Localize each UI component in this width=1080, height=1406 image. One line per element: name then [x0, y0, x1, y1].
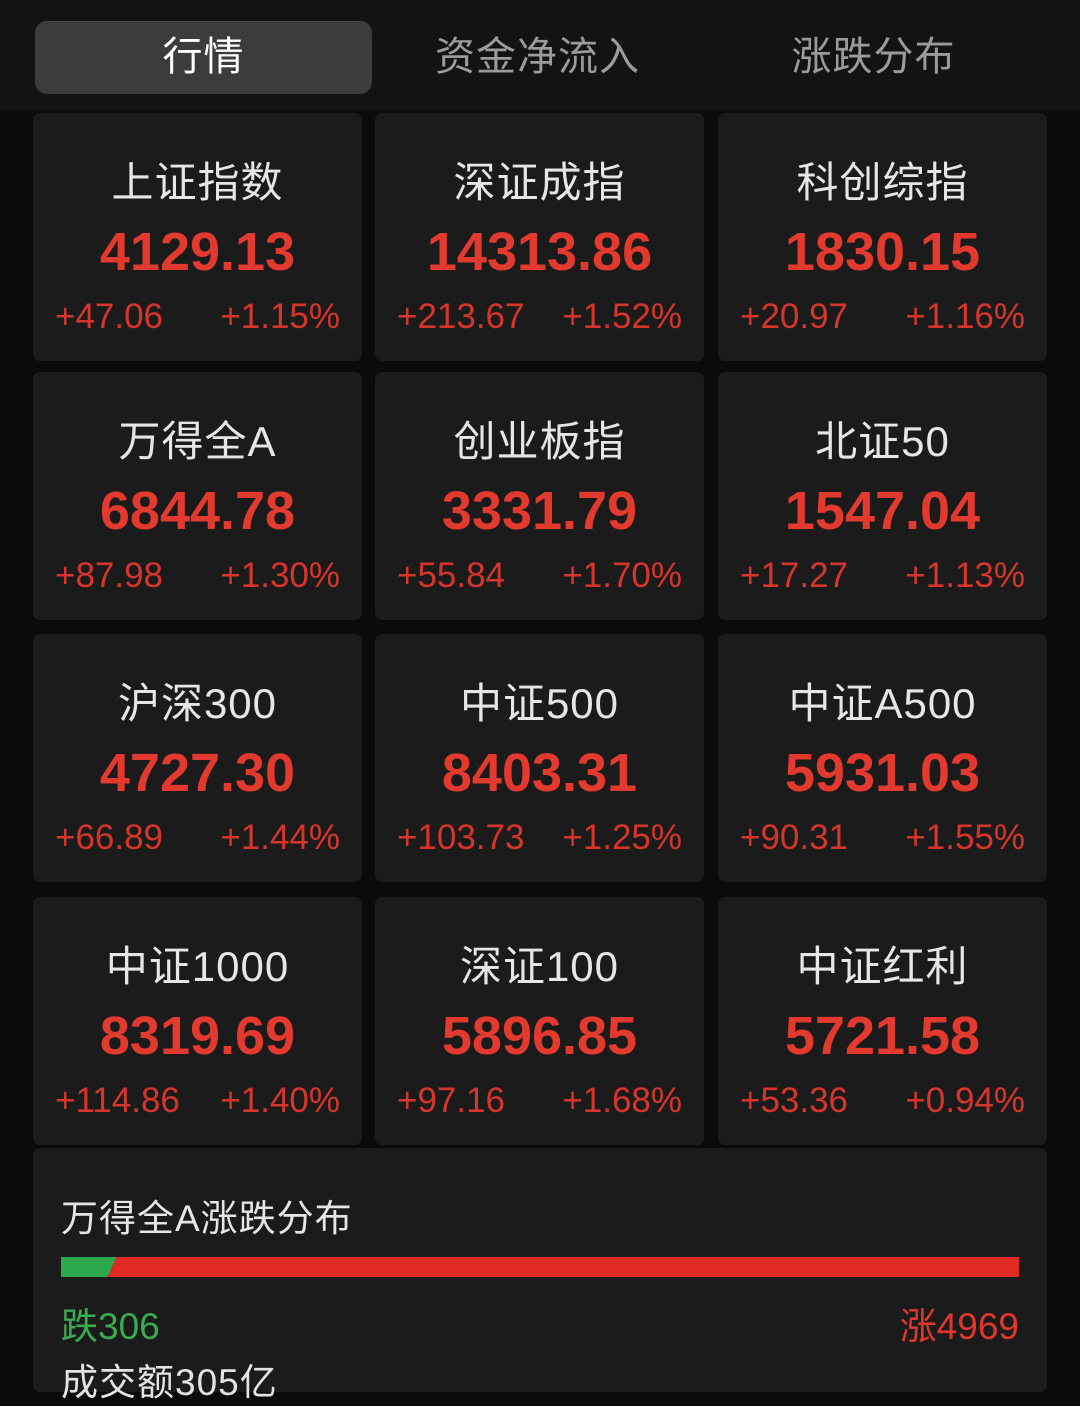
index-footer: +20.97 +1.16%: [740, 297, 1025, 337]
index-footer: +90.31 +1.55%: [740, 818, 1025, 858]
index-footer: +87.98 +1.30%: [55, 556, 340, 596]
index-percent: +1.68%: [562, 1081, 682, 1120]
index-change: +20.97: [740, 297, 849, 336]
index-card[interactable]: 科创综指 1830.15 +20.97 +1.16%: [718, 113, 1047, 361]
index-percent: +0.94%: [905, 1081, 1025, 1120]
index-change: +17.27: [740, 556, 849, 595]
index-footer: +114.86 +1.40%: [55, 1081, 340, 1121]
index-card[interactable]: 中证1000 8319.69 +114.86 +1.40%: [33, 897, 362, 1145]
index-change: +53.36: [740, 1081, 849, 1120]
index-footer: +103.73 +1.25%: [397, 818, 682, 858]
tab-gain-loss-distribution[interactable]: 涨跌分布: [726, 21, 1021, 94]
index-footer: +97.16 +1.68%: [397, 1081, 682, 1121]
index-footer: +53.36 +0.94%: [740, 1081, 1025, 1121]
index-name: 中证1000: [105, 943, 290, 990]
index-card[interactable]: 中证红利 5721.58 +53.36 +0.94%: [718, 897, 1047, 1145]
gain-loss-distribution-panel: 万得全A涨跌分布 跌306 涨4969 成交额305亿: [33, 1148, 1047, 1403]
index-name: 上证指数: [111, 159, 284, 206]
index-name: 深证100: [459, 943, 620, 990]
index-change: +103.73: [397, 818, 525, 857]
index-card[interactable]: 深证成指 14313.86 +213.67 +1.52%: [375, 113, 704, 361]
index-name: 万得全A: [118, 418, 277, 465]
index-value: 5931.03: [784, 743, 981, 803]
index-percent: +1.70%: [562, 556, 682, 595]
index-card[interactable]: 沪深300 4727.30 +66.89 +1.44%: [33, 634, 362, 882]
index-name: 中证500: [459, 680, 620, 727]
index-value: 14313.86: [426, 222, 653, 282]
index-name: 科创综指: [796, 159, 969, 206]
tab-market-quotes[interactable]: 行情: [35, 21, 372, 94]
distribution-bar-down-segment: [61, 1257, 117, 1277]
tab-label: 行情: [162, 35, 245, 79]
index-percent: +1.40%: [220, 1081, 340, 1120]
distribution-legend: 跌306 涨4969: [61, 1296, 1019, 1350]
turnover-amount: 成交额305亿: [61, 1362, 278, 1403]
index-footer: +17.27 +1.13%: [740, 556, 1025, 596]
index-percent: +1.25%: [562, 818, 682, 857]
index-percent: +1.44%: [220, 818, 340, 857]
index-change: +47.06: [55, 297, 164, 336]
distribution-title: 万得全A涨跌分布: [61, 1198, 353, 1239]
index-percent: +1.13%: [905, 556, 1025, 595]
index-name: 创业板指: [453, 418, 626, 465]
index-footer: +55.84 +1.70%: [397, 556, 682, 596]
tab-label: 资金净流入: [435, 35, 640, 79]
index-value: 1547.04: [784, 481, 981, 541]
index-name: 北证50: [815, 418, 950, 465]
index-change: +114.86: [55, 1081, 180, 1120]
index-value: 5721.58: [784, 1006, 981, 1066]
distribution-up-label: 涨4969: [899, 1306, 1019, 1347]
index-value: 6844.78: [99, 481, 296, 541]
index-percent: +1.16%: [905, 297, 1025, 336]
index-name: 沪深300: [117, 680, 278, 727]
index-card[interactable]: 创业板指 3331.79 +55.84 +1.70%: [375, 372, 704, 620]
distribution-down-label: 跌306: [61, 1306, 160, 1347]
index-value: 8403.31: [441, 743, 638, 803]
index-value: 5896.85: [441, 1006, 638, 1066]
index-name: 深证成指: [453, 159, 626, 206]
index-percent: +1.52%: [562, 297, 682, 336]
index-card[interactable]: 深证100 5896.85 +97.16 +1.68%: [375, 897, 704, 1145]
index-change: +66.89: [55, 818, 164, 857]
index-change: +55.84: [397, 556, 506, 595]
index-value: 3331.79: [441, 481, 638, 541]
tab-net-capital-inflow[interactable]: 资金净流入: [390, 21, 685, 94]
index-value: 1830.15: [784, 222, 981, 282]
index-percent: +1.30%: [220, 556, 340, 595]
index-value: 8319.69: [99, 1006, 296, 1066]
index-percent: +1.15%: [220, 297, 340, 336]
index-footer: +47.06 +1.15%: [55, 297, 340, 337]
index-card[interactable]: 上证指数 4129.13 +47.06 +1.15%: [33, 113, 362, 361]
index-card[interactable]: 中证500 8403.31 +103.73 +1.25%: [375, 634, 704, 882]
index-change: +213.67: [397, 297, 525, 336]
index-name: 中证红利: [796, 943, 969, 990]
index-card[interactable]: 万得全A 6844.78 +87.98 +1.30%: [33, 372, 362, 620]
index-value: 4129.13: [99, 222, 296, 282]
index-change: +90.31: [740, 818, 849, 857]
index-change: +97.16: [397, 1081, 506, 1120]
tab-bar: 行情 资金净流入 涨跌分布: [0, 0, 1080, 110]
distribution-bar-up-segment: [107, 1257, 1019, 1277]
index-card[interactable]: 北证50 1547.04 +17.27 +1.13%: [718, 372, 1047, 620]
index-card[interactable]: 中证A500 5931.03 +90.31 +1.55%: [718, 634, 1047, 882]
index-value: 4727.30: [99, 743, 296, 803]
index-change: +87.98: [55, 556, 164, 595]
index-percent: +1.55%: [905, 818, 1025, 857]
index-name: 中证A500: [788, 680, 977, 727]
index-footer: +66.89 +1.44%: [55, 818, 340, 858]
index-footer: +213.67 +1.52%: [397, 297, 682, 337]
tab-label: 涨跌分布: [791, 35, 956, 79]
distribution-bar: [61, 1257, 1019, 1277]
